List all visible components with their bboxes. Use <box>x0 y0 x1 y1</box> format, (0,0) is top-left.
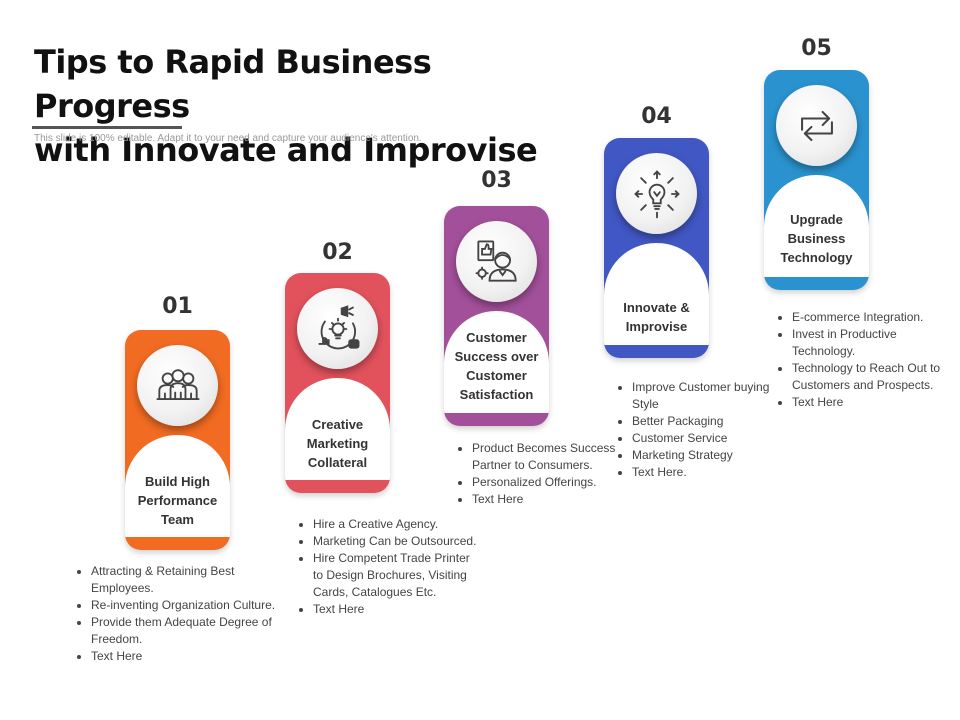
step-label: Upgrade Business Technology <box>780 212 853 265</box>
bullet-item: Hire Competent Trade Printer to Design B… <box>313 550 483 601</box>
title-line-1: Tips to Rapid Business Progress <box>34 43 432 125</box>
step-bullet-list: Improve Customer buying Style Better Pac… <box>612 379 777 481</box>
card-white-cap <box>285 378 390 480</box>
bullet-item: Improve Customer buying Style <box>632 379 777 413</box>
step-number: 02 <box>322 240 353 265</box>
step-card: Build High Performance Team <box>125 330 230 550</box>
bullet-item: Marketing Can be Outsourced. <box>313 533 483 550</box>
customer-success-icon <box>475 240 517 282</box>
step-card: Creative Marketing Collateral <box>285 273 390 493</box>
step-card: Customer Success over Customer Satisfact… <box>444 206 549 426</box>
card-white-cap <box>764 175 869 277</box>
bullet-item: Marketing Strategy <box>632 447 777 464</box>
step-card: Innovate & Improvise <box>604 138 709 358</box>
bullet-item: Text Here <box>91 648 291 665</box>
bullet-item: Personalized Offerings. <box>472 474 622 491</box>
icon-circle <box>297 288 378 369</box>
bullet-item: Product Becomes Success Partner to Consu… <box>472 440 622 474</box>
bullet-item: Technology to Reach Out to Customers and… <box>792 360 957 394</box>
icon-circle <box>776 85 857 166</box>
step-label: Build High Performance Team <box>137 474 218 527</box>
bullet-item: Provide them Adequate Degree of Freedom. <box>91 614 291 648</box>
title-line-2: with Innovate and Improvise <box>34 131 538 169</box>
slide-title: Tips to Rapid Business Progress with Inn… <box>34 40 594 172</box>
icon-circle <box>616 153 697 234</box>
bullet-item: Text Here <box>792 394 957 411</box>
card-white-cap <box>444 311 549 413</box>
bullet-item: Better Packaging <box>632 413 777 430</box>
card-white-cap <box>125 435 230 537</box>
step-number: 05 <box>801 36 832 61</box>
step-number: 01 <box>162 294 193 319</box>
step-label: Customer Success over Customer Satisfact… <box>454 330 539 402</box>
upgrade-arrows-icon <box>800 110 833 141</box>
icon-circle <box>137 345 218 426</box>
bullet-item: Text Here <box>472 491 622 508</box>
bullet-item: Customer Service <box>632 430 777 447</box>
bullet-item: Re-inventing Organization Culture. <box>91 597 291 614</box>
slide-subtitle: This slide is 100% editable. Adapt it to… <box>34 133 422 144</box>
step-bullet-list: Product Becomes Success Partner to Consu… <box>452 440 622 508</box>
card-white-cap <box>604 243 709 345</box>
step-card: Upgrade Business Technology <box>764 70 869 290</box>
bullet-item: Invest in Productive Technology. <box>792 326 957 360</box>
step-bullet-list: Hire a Creative Agency. Marketing Can be… <box>293 516 483 618</box>
bullet-item: Text Here <box>313 601 483 618</box>
step-number: 04 <box>641 104 672 129</box>
innovation-bulb-icon <box>633 169 680 218</box>
bullet-item: Text Here. <box>632 464 777 481</box>
bullet-item: E-commerce Integration. <box>792 309 957 326</box>
team-icon <box>156 368 199 400</box>
marketing-bulb-icon <box>317 304 359 349</box>
title-underline <box>32 126 182 129</box>
step-label: Creative Marketing Collateral <box>306 417 369 470</box>
icon-circle <box>456 221 537 302</box>
bullet-item: Attracting & Retaining Best Employees. <box>91 563 291 597</box>
step-bullet-list: Attracting & Retaining Best Employees. R… <box>71 563 291 665</box>
bullet-item: Hire a Creative Agency. <box>313 516 483 533</box>
step-label: Innovate & Improvise <box>623 300 690 334</box>
step-bullet-list: E-commerce Integration. Invest in Produc… <box>772 309 957 411</box>
step-number: 03 <box>481 168 512 193</box>
